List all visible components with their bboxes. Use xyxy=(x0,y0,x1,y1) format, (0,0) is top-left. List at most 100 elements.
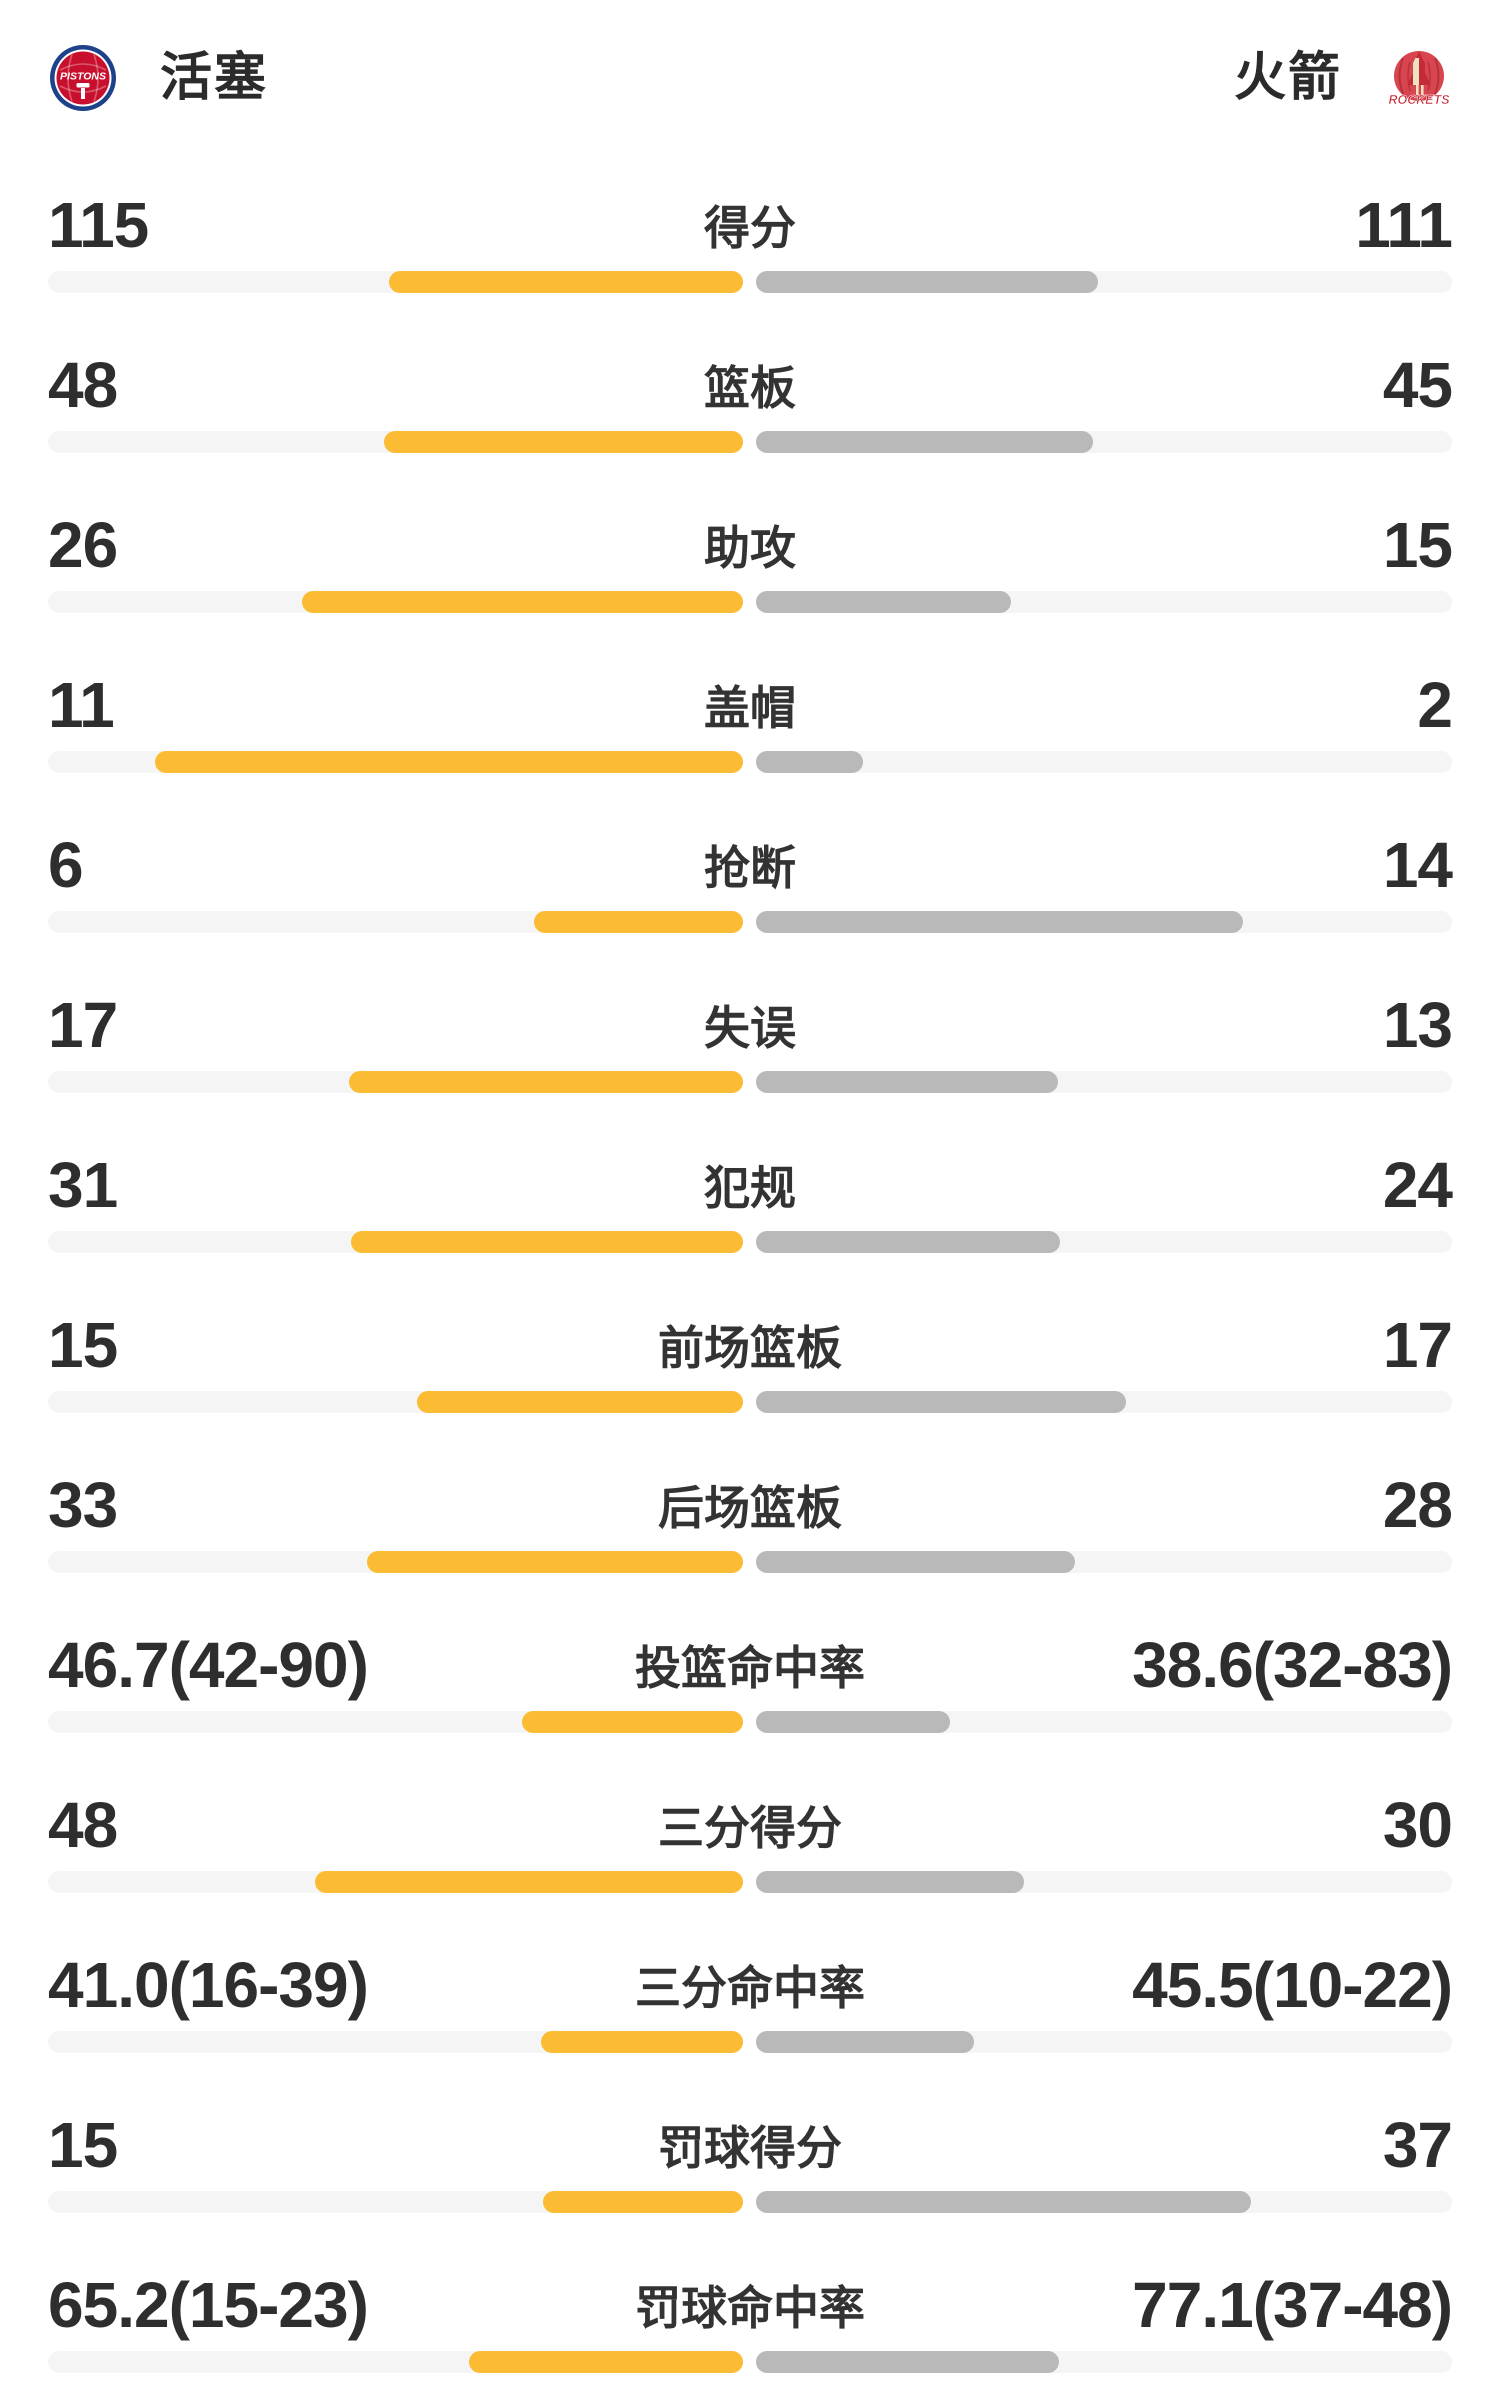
right-bar-track xyxy=(756,2351,1452,2373)
stat-label: 后场篮板 xyxy=(658,1482,842,1534)
stat-line: 48 三分得分 30 xyxy=(48,1789,1453,1861)
stat-label: 得分 xyxy=(704,202,796,254)
left-team-value: 46.7(42-90) xyxy=(48,1629,369,1701)
stat-row: 15 前场篮板 17 xyxy=(0,1265,1500,1425)
stat-row: 15 罚球得分 37 xyxy=(0,2065,1500,2225)
right-bar-fill xyxy=(756,911,1243,933)
right-bar-track xyxy=(756,911,1452,933)
left-team-value: 15 xyxy=(48,2109,118,2181)
right-team-value: 24 xyxy=(1382,1149,1453,1221)
left-bar-track xyxy=(48,1231,743,1253)
left-bar-track xyxy=(48,591,743,613)
stat-line: 15 前场篮板 17 xyxy=(48,1309,1453,1381)
left-bar-fill xyxy=(469,2351,743,2373)
stat-label: 罚球得分 xyxy=(658,2122,842,2174)
stat-label: 三分命中率 xyxy=(635,1962,865,2014)
left-team-value: 65.2(15-23) xyxy=(48,2269,369,2341)
left-team-value: 48 xyxy=(48,1789,118,1861)
right-bar-fill xyxy=(756,2351,1059,2373)
right-team-value: 17 xyxy=(1382,1309,1453,1381)
stat-bars xyxy=(48,431,1452,453)
left-team-value: 115 xyxy=(48,189,149,261)
left-bar-fill xyxy=(302,591,743,613)
pistons-logo-icon: PISTONS xyxy=(50,45,116,111)
left-bar-fill xyxy=(349,1071,743,1093)
stat-label: 助攻 xyxy=(704,522,796,574)
left-team-value: 6 xyxy=(48,829,84,901)
left-bar-track xyxy=(48,2191,743,2213)
stat-bars xyxy=(48,1071,1452,1093)
stat-bars xyxy=(48,1391,1452,1413)
stat-line: 26 助攻 15 xyxy=(48,509,1453,581)
stat-row: 33 后场篮板 28 xyxy=(0,1425,1500,1585)
left-team-value: 15 xyxy=(48,1309,118,1381)
stat-line: 11 盖帽 2 xyxy=(48,669,1453,741)
stat-line: 46.7(42-90) 投篮命中率 38.6(32-83) xyxy=(48,1629,1453,1701)
stat-bars xyxy=(48,1231,1452,1253)
stat-label: 投篮命中率 xyxy=(635,1642,865,1694)
left-team-value: 48 xyxy=(48,349,118,421)
stat-line: 48 篮板 45 xyxy=(48,349,1453,421)
stat-bars xyxy=(48,1871,1452,1893)
stat-bars xyxy=(48,2191,1452,2213)
left-bar-fill xyxy=(315,1871,743,1893)
left-bar-track xyxy=(48,2031,743,2053)
right-bar-track xyxy=(756,1871,1452,1893)
right-team-header: 火箭 ROCKETS xyxy=(1234,45,1452,111)
right-bar-fill xyxy=(756,1391,1126,1413)
stat-row: 41.0(16-39) 三分命中率 45.5(10-22) xyxy=(0,1905,1500,2065)
right-team-value: 45 xyxy=(1382,349,1453,421)
left-bar-track xyxy=(48,1391,743,1413)
left-team-value: 31 xyxy=(48,1149,118,1221)
left-team-value: 26 xyxy=(48,509,118,581)
right-team-value: 28 xyxy=(1382,1469,1453,1541)
stat-row: 46.7(42-90) 投篮命中率 38.6(32-83) xyxy=(0,1585,1500,1745)
left-team-name: 活塞 xyxy=(160,49,269,107)
stat-bars xyxy=(48,751,1452,773)
left-bar-fill xyxy=(389,271,743,293)
stat-label: 三分得分 xyxy=(658,1802,842,1854)
stat-row: 31 犯规 24 xyxy=(0,1105,1500,1265)
right-team-name: 火箭 xyxy=(1233,49,1342,107)
right-team-value: 38.6(32-83) xyxy=(1132,1629,1453,1701)
stat-bars xyxy=(48,1711,1452,1733)
stat-label: 犯规 xyxy=(704,1162,796,1214)
stat-label: 篮板 xyxy=(704,362,796,414)
stat-line: 41.0(16-39) 三分命中率 45.5(10-22) xyxy=(48,1949,1453,2021)
right-bar-track xyxy=(756,1711,1452,1733)
left-bar-fill xyxy=(543,2191,743,2213)
right-bar-track xyxy=(756,751,1452,773)
stat-row: 48 篮板 45 xyxy=(0,305,1500,465)
right-team-value: 30 xyxy=(1382,1789,1453,1861)
stat-bars xyxy=(48,2031,1452,2053)
right-bar-fill xyxy=(756,1231,1060,1253)
left-bar-fill xyxy=(351,1231,743,1253)
left-team-value: 17 xyxy=(48,989,118,1061)
stat-line: 31 犯规 24 xyxy=(48,1149,1453,1221)
right-bar-track xyxy=(756,2031,1452,2053)
right-bar-track xyxy=(756,431,1452,453)
left-bar-track xyxy=(48,1551,743,1573)
right-bar-fill xyxy=(756,2031,974,2053)
left-bar-track xyxy=(48,2351,743,2373)
svg-text:PISTONS: PISTONS xyxy=(60,71,106,83)
stat-bars xyxy=(48,591,1452,613)
stat-bars xyxy=(48,271,1452,293)
stat-row: 17 失误 13 xyxy=(0,945,1500,1105)
left-team-value: 11 xyxy=(48,669,115,741)
right-bar-fill xyxy=(756,1711,950,1733)
left-bar-fill xyxy=(367,1551,743,1573)
left-team-value: 33 xyxy=(48,1469,118,1541)
right-team-value: 45.5(10-22) xyxy=(1132,1949,1453,2021)
right-bar-fill xyxy=(756,591,1011,613)
right-bar-fill xyxy=(756,2191,1251,2213)
right-bar-track xyxy=(756,271,1452,293)
left-bar-track xyxy=(48,1071,743,1093)
right-team-value: 111 xyxy=(1355,189,1453,261)
right-bar-track xyxy=(756,1071,1452,1093)
left-team-value: 41.0(16-39) xyxy=(48,1949,369,2021)
right-bar-track xyxy=(756,1231,1452,1253)
right-bar-track xyxy=(756,591,1452,613)
stat-label: 罚球命中率 xyxy=(635,2282,865,2334)
